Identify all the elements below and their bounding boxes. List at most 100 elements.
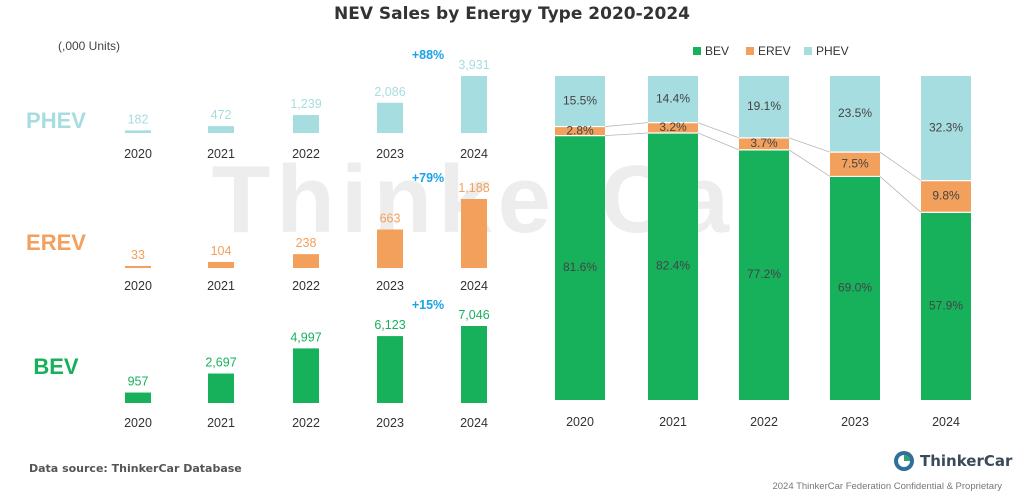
bev-pct-label-2024: 57.9% [929, 298, 963, 312]
legend-swatch-bev [693, 47, 701, 55]
erev-pct-label-2024: 9.8% [932, 189, 960, 203]
phev-year-label-2023: 2023 [376, 147, 404, 161]
erev-pct-label-2021: 3.2% [659, 120, 687, 134]
erev-segment-2023 [830, 152, 880, 177]
bev-value-label-2021: 2,697 [205, 356, 236, 370]
connector-bev-2023 [879, 176, 922, 213]
phev-bar-2020 [125, 130, 151, 133]
erev-year-label-2022: 2022 [292, 279, 320, 293]
phev-value-label-2020: 182 [128, 112, 149, 126]
bev-value-label-2024: 7,046 [458, 308, 489, 322]
phev-pct-label-2021: 14.4% [656, 91, 690, 105]
erev-year-label-2023: 2023 [376, 279, 404, 293]
bev-bar-2021 [208, 373, 234, 403]
erev-value-label-2022: 238 [296, 236, 317, 250]
legend-label-erev: EREV [758, 44, 791, 58]
bev-year-label-2020: 2020 [124, 416, 152, 430]
bev-bar-2023 [377, 336, 403, 403]
erev-growth-label: +79% [412, 171, 444, 185]
phev-year-label-2024: 2024 [460, 147, 488, 161]
erev-bar-2024 [461, 199, 487, 268]
bev-bar-2020 [125, 392, 151, 403]
phev-value-label-2022: 1,239 [290, 97, 321, 111]
bev-bar-2022 [293, 348, 319, 403]
phev-value-label-2023: 2,086 [374, 85, 405, 99]
phev-growth-label: +88% [412, 48, 444, 62]
logo-icon [894, 451, 914, 471]
legend-label-bev: BEV [705, 44, 729, 58]
erev-year-label-2021: 2021 [207, 279, 235, 293]
phev-bar-2021 [208, 126, 234, 133]
data-source: Data source: ThinkerCar Database [29, 462, 242, 475]
erev-bar-2023 [377, 229, 403, 268]
erev-bar-2021 [208, 261, 234, 268]
bev-growth-label: +15% [412, 298, 444, 312]
bev-segment-2022 [739, 149, 789, 400]
connector-bev-2020 [604, 132, 649, 137]
phev-year-label-2022: 2022 [292, 147, 320, 161]
erev-value-label-2020: 33 [131, 248, 145, 262]
bev-value-label-2022: 4,997 [290, 330, 321, 344]
legend-swatch-erev [746, 47, 754, 55]
phev-panel-label: PHEV [26, 108, 86, 133]
phev-segment-2024 [921, 76, 971, 181]
bev-segment-2020 [555, 135, 605, 400]
bev-value-label-2023: 6,123 [374, 318, 405, 332]
bev-value-label-2020: 957 [128, 375, 149, 389]
erev-panel-label: EREV [26, 230, 86, 255]
erev-year-label-2024: 2024 [460, 279, 488, 293]
phev-pct-label-2020: 15.5% [563, 93, 597, 107]
brand-logo: ThinkerCar [893, 450, 1012, 472]
erev-year-label-2020: 2020 [124, 279, 152, 293]
connector-bev-2021 [697, 132, 740, 151]
erev-segment-2021 [648, 122, 698, 134]
phev-value-label-2021: 472 [211, 108, 232, 122]
bev-year-label-2024: 2024 [460, 416, 488, 430]
erev-pct-label-2020: 2.8% [566, 123, 594, 137]
x-tick-label-2020: 2020 [566, 415, 594, 429]
erev-value-label-2021: 104 [211, 244, 232, 258]
phev-value-label-2024: 3,931 [458, 58, 489, 72]
phev-segment-2022 [739, 76, 789, 138]
connector-bev-2022 [788, 149, 831, 177]
legend-swatch-phev [804, 47, 812, 55]
connector-erev-2023 [879, 151, 922, 181]
erev-pct-label-2022: 3.7% [750, 136, 778, 150]
bev-pct-label-2023: 69.0% [838, 280, 872, 294]
legend-label-phev: PHEV [816, 44, 849, 58]
phev-segment-2023 [830, 76, 880, 153]
phev-pct-label-2024: 32.3% [929, 120, 963, 134]
erev-bar-2022 [293, 254, 319, 268]
phev-bar-2022 [293, 115, 319, 133]
confidential-footer: 2024 ThinkerCar Federation Confidential … [772, 481, 1002, 492]
bev-segment-2021 [648, 133, 698, 401]
connector-erev-2020 [604, 122, 649, 127]
connector-erev-2022 [788, 137, 831, 153]
bev-segment-2023 [830, 176, 880, 400]
erev-value-label-2023: 663 [380, 211, 401, 225]
phev-year-label-2021: 2021 [207, 147, 235, 161]
phev-year-label-2020: 2020 [124, 147, 152, 161]
units-note: (,000 Units) [58, 39, 121, 53]
erev-segment-2022 [739, 137, 789, 150]
logo-text: ThinkerCar [920, 452, 1013, 470]
bev-bar-2024 [461, 326, 487, 403]
chart-title: NEV Sales by Energy Type 2020-2024 [334, 4, 690, 24]
erev-segment-2020 [555, 126, 605, 136]
bev-pct-label-2022: 77.2% [747, 267, 781, 281]
phev-segment-2021 [648, 76, 698, 123]
phev-bar-2023 [377, 102, 403, 133]
bev-year-label-2023: 2023 [376, 416, 404, 430]
phev-segment-2020 [555, 76, 605, 127]
bev-year-label-2021: 2021 [207, 416, 235, 430]
bev-pct-label-2020: 81.6% [563, 260, 597, 274]
erev-segment-2024 [921, 180, 971, 213]
phev-bar-2024 [461, 76, 487, 133]
phev-pct-label-2022: 19.1% [747, 99, 781, 113]
x-tick-label-2023: 2023 [841, 415, 869, 429]
bev-year-label-2022: 2022 [292, 416, 320, 430]
erev-value-label-2024: 1,188 [458, 181, 489, 195]
x-tick-label-2021: 2021 [659, 415, 687, 429]
